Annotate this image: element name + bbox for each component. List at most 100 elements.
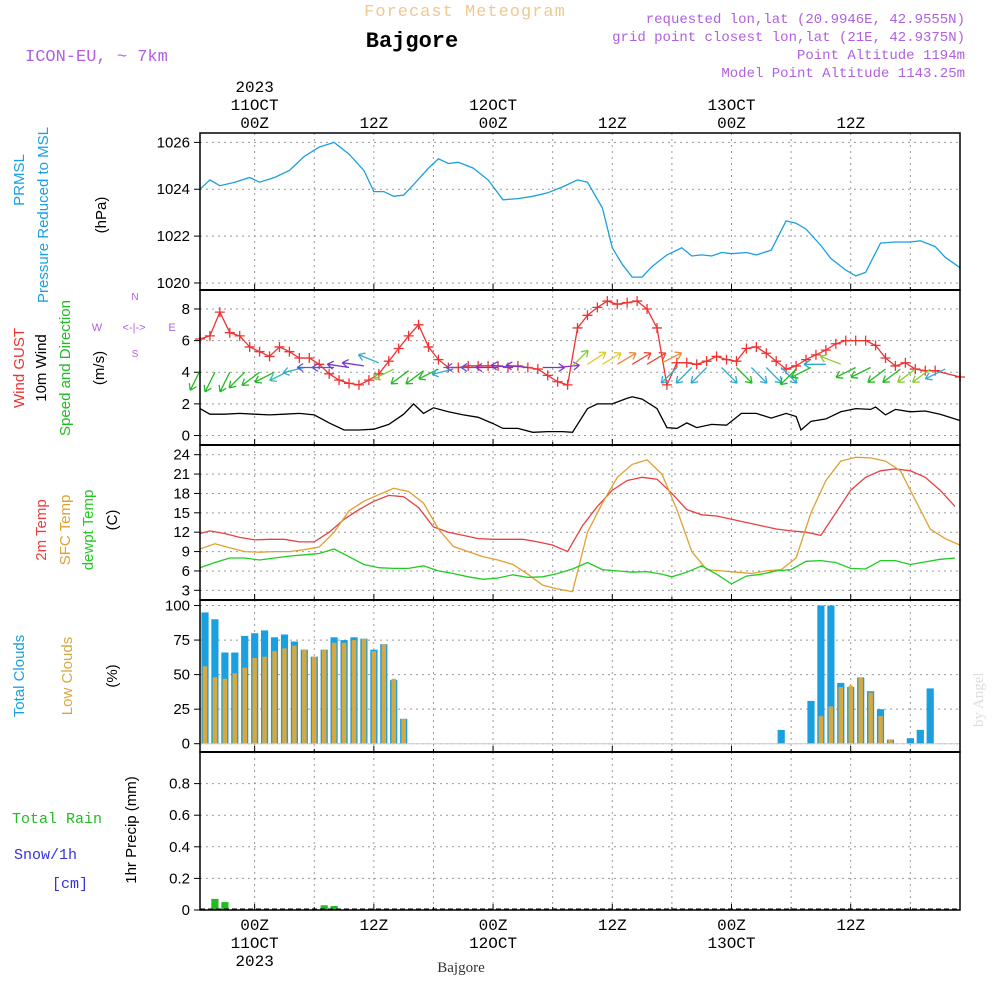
point-gust	[890, 360, 901, 371]
wind-label: 10m Wind	[33, 334, 50, 402]
bar-low_clouds	[292, 645, 297, 744]
pressure-unit: (hPa)	[93, 197, 110, 234]
point-gust	[552, 376, 563, 387]
panel-wind: 0 2 4 6 8	[182, 289, 965, 446]
point-gust	[562, 379, 573, 390]
point-gust	[363, 375, 374, 386]
wind-direction-arrow	[505, 361, 528, 371]
y-tick-label: 8	[182, 301, 190, 318]
chart-title: Forecast Meteogram	[364, 3, 566, 22]
requested-coords: requested lon,lat (20.9946E, 42.9555N)	[646, 12, 965, 28]
point-gust	[324, 368, 335, 379]
y-tick-label: 25	[173, 701, 190, 718]
point-gust	[820, 345, 831, 356]
wind-direction-arrow	[616, 352, 637, 365]
point-gust	[204, 330, 215, 341]
point-gust	[900, 357, 911, 368]
wind-direction-arrow	[765, 367, 783, 384]
y-tick-label: 0.2	[169, 870, 190, 887]
y-tick-label: 0.4	[169, 839, 190, 856]
plot-layer: 1020102210241026024683691215182124025507…	[157, 79, 965, 971]
model-name: ICON-EU, ~ 7km	[25, 48, 168, 67]
temp-unit: (C)	[104, 510, 121, 531]
point-gust	[413, 319, 424, 330]
bar-low_clouds	[838, 687, 843, 744]
time-label-bottom-hour: 12Z	[359, 917, 388, 935]
bar-rain	[221, 902, 229, 910]
point-gust	[681, 357, 692, 368]
time-label-top-hour: 12Z	[598, 115, 627, 133]
time-label-bottom-hour: 12Z	[836, 917, 865, 935]
time-label-bottom-hour: 12Z	[598, 917, 627, 935]
compass-sep: <-|->	[122, 322, 145, 334]
point-gust	[532, 364, 543, 375]
point-gust	[642, 303, 653, 314]
model-altitude: Model Point Altitude 1143.25m	[721, 66, 965, 82]
temp2m-label: 2m Temp	[33, 499, 50, 560]
direction-label: Speed and Direction	[57, 300, 74, 436]
point-gust	[334, 375, 345, 386]
point-gust	[602, 296, 613, 307]
bar-total_clouds	[807, 700, 815, 744]
wind-direction-arrow	[790, 366, 812, 379]
point-gust	[830, 338, 841, 349]
precip-labels: Total Rain Snow/1h [cm] 1hr Precip (mm)	[12, 776, 140, 893]
bar-low_clouds	[381, 644, 387, 744]
compass-n: N	[131, 292, 138, 303]
wind-direction-arrow	[779, 368, 797, 386]
time-label-bottom-hour: 00Z	[717, 917, 746, 935]
wind-direction-arrow	[572, 349, 589, 367]
bar-total_clouds	[777, 729, 785, 744]
wind-direction-arrow	[631, 352, 652, 365]
bar-low_clouds	[242, 667, 247, 744]
compass-s: S	[132, 349, 139, 360]
point-altitude: Point Altitude 1194m	[797, 48, 965, 64]
point-gust	[572, 322, 583, 333]
point-gust	[870, 340, 881, 351]
bar-low_clouds	[232, 673, 237, 744]
point-gust	[751, 341, 762, 352]
point-gust	[383, 356, 394, 367]
wind-direction-arrow	[897, 368, 916, 383]
bar-rain	[211, 898, 219, 910]
point-gust	[691, 359, 702, 370]
rain-label: Total Rain	[12, 811, 102, 828]
panel-frame	[199, 444, 961, 601]
bar-total_clouds	[926, 688, 934, 744]
time-label-bottom-date: 11OCT	[231, 935, 279, 953]
wind-direction-arrow	[357, 352, 380, 364]
point-gust	[582, 310, 593, 321]
credit: by Angel	[971, 672, 987, 727]
panel-clouds: 0 25 50 75 100	[165, 598, 961, 753]
wind-direction-arrow	[390, 370, 409, 385]
point-gust	[840, 335, 851, 346]
time-label-top-hour: 00Z	[479, 115, 508, 133]
point-gust	[632, 296, 643, 307]
point-gust	[294, 353, 305, 364]
point-gust	[910, 364, 921, 375]
compass-w: W	[92, 322, 103, 334]
y-tick-label: 0	[182, 902, 190, 919]
bar-low_clouds	[858, 677, 863, 744]
time-label-top-hour: 00Z	[717, 115, 746, 133]
wind-direction-arrow	[490, 361, 513, 371]
time-label-top-date: 13OCT	[707, 97, 755, 115]
bar-low_clouds	[312, 656, 317, 744]
footer-station: Bajgore	[437, 960, 485, 976]
sfc-temp-label: SFC Temp	[57, 495, 74, 566]
wind-labels: Wind GUST 10m Wind Speed and Direction (…	[11, 292, 176, 436]
bar-low_clouds	[272, 651, 277, 744]
snow-label: Snow/1h	[14, 847, 77, 864]
y-tick-label: 1020	[157, 275, 190, 292]
bar-rain	[330, 906, 338, 910]
wind-direction-arrow	[326, 360, 350, 370]
bar-low_clouds	[361, 638, 367, 744]
point-gust	[403, 330, 414, 341]
bar-low_clouds	[828, 706, 834, 744]
point-gust	[463, 360, 474, 371]
pressure-label-1: PRMSL	[11, 154, 28, 206]
wind-direction-arrow	[203, 371, 216, 393]
y-tick-label: 0.8	[169, 776, 190, 793]
y-tick-label: 0.6	[169, 807, 190, 824]
